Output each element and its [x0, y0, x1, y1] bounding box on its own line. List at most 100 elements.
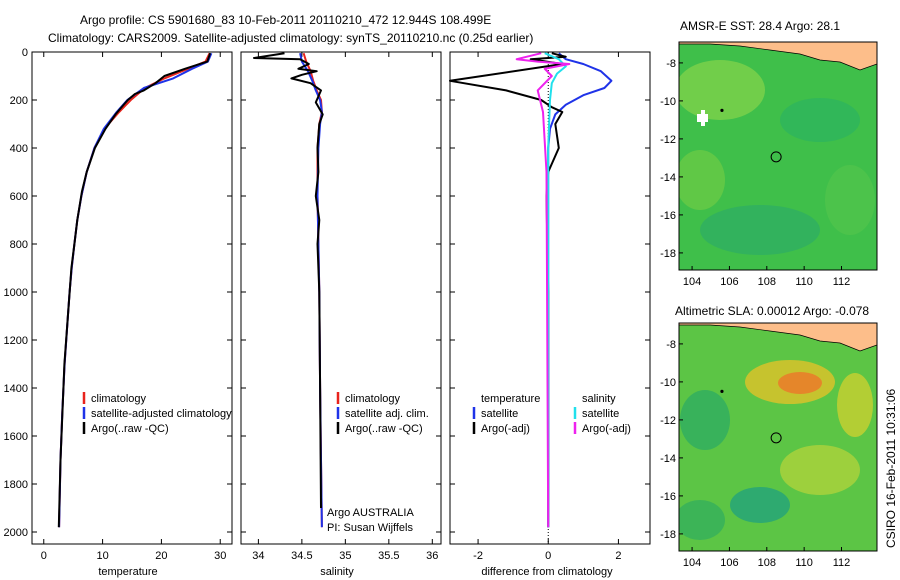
figure-title-line1: Argo profile: CS 5901680_83 10-Feb-2011 …: [80, 13, 491, 27]
difference-legend: temperature salinity satellite Argo(-adj…: [472, 393, 631, 435]
salinity-legend: climatology satellite adj. clim. Argo(..…: [327, 392, 429, 534]
map-x-tick-label: 110: [795, 276, 813, 288]
temperature-xlabel: temperature: [98, 566, 157, 578]
salinity-note-argo-australia: Argo AUSTRALIA: [327, 507, 414, 519]
map-x-tick-label: 112: [833, 276, 851, 288]
legend-label-satellite: satellite adj. clim.: [345, 408, 429, 420]
map-x-tick-label: 106: [720, 557, 738, 569]
y-tick-label: 1600: [4, 431, 28, 443]
sla-highest-patch: [778, 372, 822, 394]
sla-map: 104 106 108 110 112 -8 -10 -12 -14 -16 -18: [660, 322, 878, 569]
sst-map: 104 106 108 110 112 -8 -10 -12 -14 -16 -18: [660, 41, 878, 288]
map-x-tick-label: 112: [833, 557, 851, 569]
map-x-tick-label: 110: [795, 557, 813, 569]
y-tick-label: 1000: [4, 287, 28, 299]
difference-series: [449, 52, 613, 528]
series-line-salinity-argo-adj: [515, 52, 571, 528]
sla-low-patch: [680, 390, 730, 450]
sla-map-frame: [678, 322, 878, 552]
legend-label-temp-argo: Argo(-adj): [481, 423, 530, 435]
legend-label-sal-argo: Argo(-adj): [582, 423, 631, 435]
legend-head-salinity: salinity: [582, 393, 616, 405]
legend-label-satellite: satellite-adjusted climatology: [91, 408, 232, 420]
sla-marker: [720, 389, 724, 393]
difference-panel-frame: [449, 51, 651, 545]
y-tick-label: 200: [10, 95, 28, 107]
sla-high-patch: [780, 445, 860, 495]
difference-xlabel: difference from climatology: [481, 566, 613, 578]
series-line-climatology: [58, 52, 211, 528]
map-y-tick-label: -8: [666, 58, 676, 70]
salinity-note-pi: PI: Susan Wijffels: [327, 522, 413, 534]
sla-low-patch: [679, 500, 725, 540]
sla-float-position: [770, 432, 782, 444]
legend-label-climatology: climatology: [91, 393, 147, 405]
series-line-argo-raw-qc: [57, 52, 212, 528]
x-tick-label: 10: [96, 550, 108, 562]
salinity-axes: 34 34.5 35 35.5 36: [241, 51, 441, 562]
sst-map-title: AMSR-E SST: 28.4 Argo: 28.1: [680, 19, 840, 33]
y-tick-label: 1400: [4, 383, 28, 395]
legend-head-temperature: temperature: [481, 393, 540, 405]
y-tick-label: 800: [10, 239, 28, 251]
map-x-tick-label: 104: [683, 276, 701, 288]
x-tick-label: -2: [473, 550, 483, 562]
x-tick-label: 20: [155, 550, 167, 562]
map-y-tick-label: -18: [660, 248, 676, 260]
y-tick-label: 0: [22, 47, 28, 59]
map-y-tick-label: -18: [660, 529, 676, 541]
sla-low-patch: [730, 487, 790, 523]
legend-label-argo: Argo(..raw -QC): [91, 423, 169, 435]
sst-cool-patch: [700, 205, 820, 255]
x-tick-label: 34.5: [291, 550, 312, 562]
side-label: CSIRO 16-Feb-2011 10:31:06: [884, 388, 898, 548]
map-y-tick-label: -16: [660, 210, 676, 222]
salinity-series: [253, 52, 324, 528]
map-y-tick-label: -10: [660, 96, 676, 108]
y-tick-label: 2000: [4, 527, 28, 539]
series-line-satellite-adjusted-climatology: [58, 52, 213, 528]
map-y-tick-label: -10: [660, 377, 676, 389]
series-line-salinity-satellite: [544, 52, 567, 528]
sst-missing-data: [701, 110, 705, 126]
legend-label-argo: Argo(..raw -QC): [345, 423, 423, 435]
x-tick-label: 2: [615, 550, 621, 562]
temperature-axes: 0 10 20 30 0 200 400 600 800 1000 1200 1400 1600 1800…: [4, 47, 232, 562]
x-tick-label: 34: [252, 550, 264, 562]
y-tick-label: 1200: [4, 335, 28, 347]
map-x-tick-label: 108: [758, 276, 776, 288]
sst-cool-patch: [780, 98, 860, 142]
y-tick-label: 400: [10, 143, 28, 155]
map-y-tick-label: -16: [660, 491, 676, 503]
legend-label-temp-satellite: satellite: [481, 408, 518, 420]
sla-map-axes: 104 106 108 110 112 -8 -10 -12 -14 -16 -18: [660, 339, 850, 569]
x-tick-label: 0: [545, 550, 551, 562]
sla-map-title: Altimetric SLA: 0.00012 Argo: -0.078: [675, 304, 869, 318]
temperature-panel-frame: [31, 51, 233, 545]
x-tick-label: 30: [214, 550, 226, 562]
sst-map-axes: 104 106 108 110 112 -8 -10 -12 -14 -16 -18: [660, 58, 850, 288]
sla-high-patch: [837, 373, 873, 437]
sst-patch: [825, 165, 875, 235]
y-tick-label: 600: [10, 191, 28, 203]
legend-label-climatology: climatology: [345, 393, 401, 405]
x-tick-label: 36: [426, 550, 438, 562]
map-y-tick-label: -12: [660, 134, 676, 146]
map-y-tick-label: -8: [666, 339, 676, 351]
x-tick-label: 0: [41, 550, 47, 562]
difference-axes: -2 0 2: [450, 51, 650, 562]
legend-label-sal-satellite: satellite: [582, 408, 619, 420]
temperature-series: [57, 52, 213, 528]
map-x-tick-label: 108: [758, 557, 776, 569]
figure-title-line2: Climatology: CARS2009. Satellite-adjuste…: [48, 31, 533, 45]
salinity-xlabel: salinity: [320, 566, 354, 578]
map-x-tick-label: 106: [720, 276, 738, 288]
sst-map-frame: [678, 41, 878, 271]
map-x-tick-label: 104: [683, 557, 701, 569]
series-line-argo-raw-qc: [253, 52, 324, 509]
series-line-temperature-satellite: [547, 52, 613, 528]
salinity-panel-frame: [240, 51, 442, 545]
map-y-tick-label: -14: [660, 172, 676, 184]
map-y-tick-label: -12: [660, 415, 676, 427]
